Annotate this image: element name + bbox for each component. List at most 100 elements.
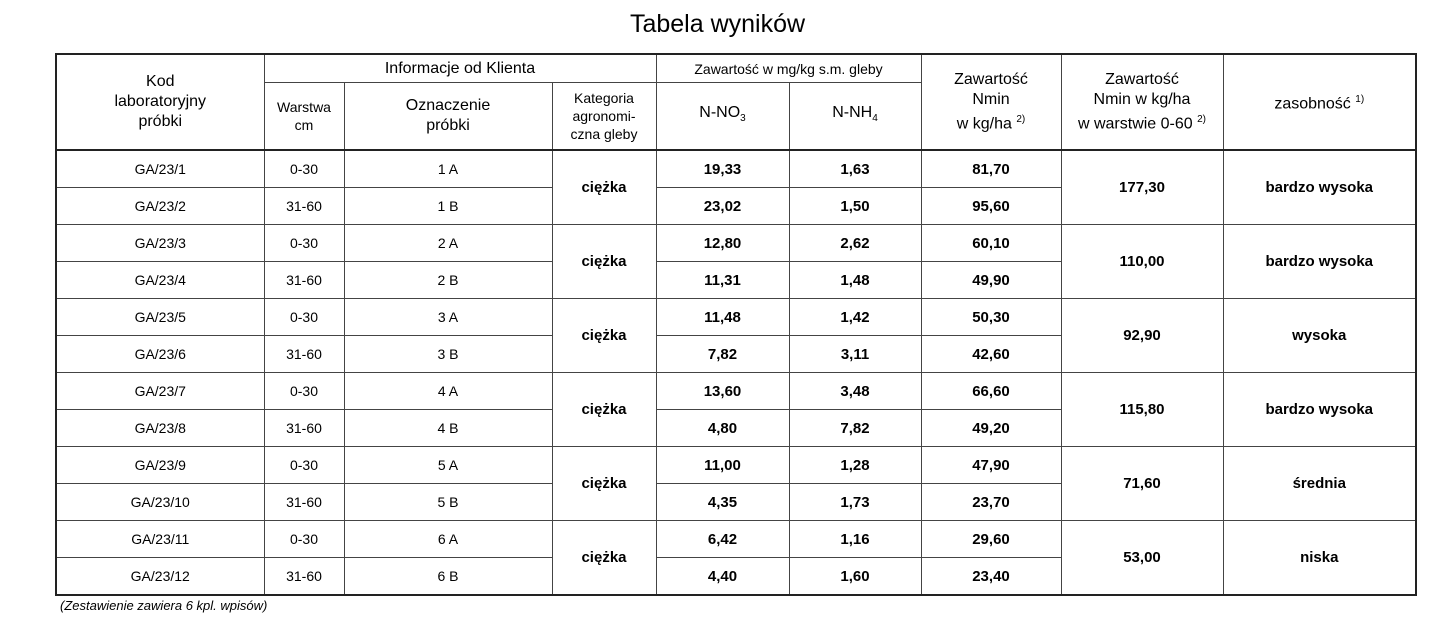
- nmin-value: 23,70: [920, 483, 1062, 521]
- header-text: agronomi-: [572, 108, 636, 124]
- sample-code: GA/23/9: [55, 446, 265, 484]
- nh4-value: 7,82: [788, 409, 922, 447]
- nh4-value: 3,48: [788, 372, 922, 410]
- title: Tabela wyników: [629, 10, 806, 38]
- depth: 31-60: [263, 335, 345, 373]
- sample-code: GA/23/2: [55, 187, 265, 225]
- data-row: GA/23/10 31-60 5 B 4,35 1,73 23,70: [55, 483, 1416, 521]
- sample-label: 3 B: [343, 335, 553, 373]
- nmin-total: 71,60: [1060, 446, 1224, 521]
- header-row: Kod laboratoryjny próbki Informacje od Kli…: [55, 53, 1417, 151]
- sample-label: 5 B: [343, 483, 553, 521]
- no3-value: 11,31: [655, 261, 790, 299]
- data-row: GA/23/4 31-60 2 B 11,31 1,48 49,90: [55, 261, 1416, 299]
- sample-label: 1 A: [343, 149, 553, 188]
- abundance-level: średnia: [1222, 446, 1417, 521]
- soil-category: ciężka: [551, 224, 657, 299]
- abundance-level: bardzo wysoka: [1222, 372, 1417, 447]
- depth: 0-30: [263, 224, 345, 262]
- header-text: Zawartość: [954, 70, 1028, 88]
- soil-category: ciężka: [551, 298, 657, 373]
- no3-value: 4,35: [655, 483, 790, 521]
- no3-value: 11,00: [655, 446, 790, 484]
- sample-code: GA/23/11: [55, 520, 265, 558]
- sample-code: GA/23/7: [55, 372, 265, 410]
- nmin-value: 49,20: [920, 409, 1062, 447]
- no3-value: 13,60: [655, 372, 790, 410]
- sample-code: GA/23/5: [55, 298, 265, 336]
- header-text: próbki: [426, 117, 470, 134]
- sample-label: 4 A: [343, 372, 553, 410]
- depth: 0-30: [263, 446, 345, 484]
- header-row: Warstwa cm Oznaczenie próbki Kategoria agro…: [56, 82, 1416, 151]
- data-row: GA/23/8 31-60 4 B 4,80 7,82 49,20: [55, 409, 1416, 447]
- header-cell: Oznaczenie próbki: [343, 82, 553, 151]
- nmin-value: 49,90: [920, 261, 1062, 299]
- soil-category: ciężka: [551, 520, 657, 596]
- header-text: Zawartość: [1105, 70, 1179, 88]
- header-cell: Kategoria agronomi-czna gleby: [551, 82, 657, 151]
- header-text: Nmin: [972, 90, 1010, 108]
- depth: 31-60: [263, 557, 345, 596]
- sample-label: 6 A: [343, 520, 553, 558]
- header-cell: zasobność 1): [1222, 53, 1417, 151]
- sample-code: GA/23/8: [55, 409, 265, 447]
- header-text: w kg/ha: [956, 115, 1012, 133]
- nh4-value: 1,73: [788, 483, 922, 521]
- nh4-value: 2,62: [788, 224, 922, 262]
- header-cell: Zawartość Nmin w kg/ha w warstwie 0-60 2): [1060, 53, 1224, 151]
- no3-value: 4,80: [655, 409, 790, 447]
- depth: 31-60: [263, 483, 345, 521]
- sample-code: GA/23/12: [55, 557, 265, 596]
- nmin-total: 110,00: [1060, 224, 1224, 299]
- nmin-value: 29,60: [920, 520, 1062, 558]
- sample-label: 5 A: [343, 446, 553, 484]
- soil-category: ciężka: [551, 149, 657, 225]
- header-text: Kategoria: [574, 90, 634, 106]
- sample-code: GA/23/10: [55, 483, 265, 521]
- footnote-mark: 2): [1197, 113, 1207, 125]
- no3-value: 23,02: [655, 187, 790, 225]
- sample-code: GA/23/1: [55, 149, 265, 188]
- soil-category: ciężka: [551, 372, 657, 447]
- header-text: N-NO: [699, 103, 741, 121]
- header-cell: Informacje od Klienta: [263, 53, 657, 83]
- header-text: Warstwa: [277, 99, 331, 115]
- sample-code: GA/23/4: [55, 261, 265, 299]
- header-text: laboratoryjny: [114, 93, 207, 110]
- data-row: GA/23/6 31-60 3 B 7,82 3,11 42,60: [55, 335, 1416, 373]
- nh4-value: 3,11: [788, 335, 922, 373]
- abundance-level: wysoka: [1222, 298, 1417, 373]
- data-row: GA/23/2 31-60 1 B 23,02 1,50 95,60: [55, 187, 1416, 225]
- nh4-value: 1,16: [788, 520, 922, 558]
- table-header: Kod laboratoryjny próbki Informacje od Kli…: [55, 53, 1417, 151]
- depth: 0-30: [263, 372, 345, 410]
- subscript: 4: [872, 113, 878, 125]
- header-text: Zawartość w mg/kg s.m. gleby: [694, 60, 883, 77]
- depth: 0-30: [263, 298, 345, 336]
- depth: 31-60: [263, 261, 345, 299]
- header-cell: Zawartość w mg/kg s.m. gleby: [655, 53, 922, 83]
- nmin-total: 115,80: [1060, 372, 1224, 447]
- abundance-level: bardzo wysoka: [1222, 224, 1417, 299]
- nh4-value: 1,28: [788, 446, 922, 484]
- header-cell: Warstwa cm: [263, 82, 345, 151]
- nmin-value: 23,40: [920, 557, 1062, 596]
- header-text: Kod: [146, 73, 175, 90]
- nmin-value: 42,60: [920, 335, 1062, 373]
- header-text: N-NH: [832, 103, 873, 121]
- nmin-total: 92,90: [1060, 298, 1224, 373]
- header-text: cm: [294, 117, 314, 133]
- no3-value: 12,80: [655, 224, 790, 262]
- sample-label: 2 A: [343, 224, 553, 262]
- header-cell: Zawartość Nmin w kg/ha 2): [920, 53, 1062, 151]
- nmin-value: 60,10: [920, 224, 1062, 262]
- footnote: (Zestawienie zawiera 6 kpl. wpisów): [60, 598, 268, 613]
- subscript: 3: [740, 113, 746, 125]
